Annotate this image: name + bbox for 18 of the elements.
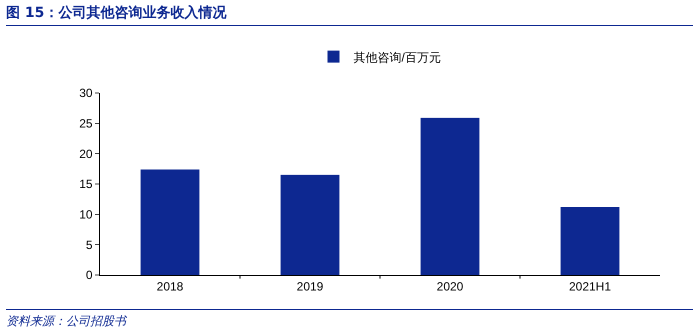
chart-title: 图 15：公司其他咨询业务收入情况 [6, 4, 693, 26]
x-tick-label: 2021H1 [568, 279, 612, 294]
y-tick-label: 0 [86, 268, 93, 282]
y-tick-label: 10 [79, 208, 93, 222]
bar [140, 169, 200, 275]
y-tick-label: 15 [79, 177, 93, 192]
text: 资料来源：公司招股书 [6, 309, 693, 330]
legend-label: 其他咨询/百万元 [354, 50, 441, 64]
y-tick-label: 25 [79, 116, 93, 131]
x-tick-label: 2020 [436, 279, 464, 294]
bar [280, 174, 340, 275]
y-tick-label: 20 [79, 146, 93, 161]
bar [420, 118, 480, 275]
y-tick-label: 5 [86, 238, 93, 252]
bar [560, 207, 620, 275]
x-tick-label: 2019 [296, 279, 324, 294]
y-tick-label: 30 [79, 86, 93, 100]
x-tick-label: 2018 [156, 279, 184, 294]
